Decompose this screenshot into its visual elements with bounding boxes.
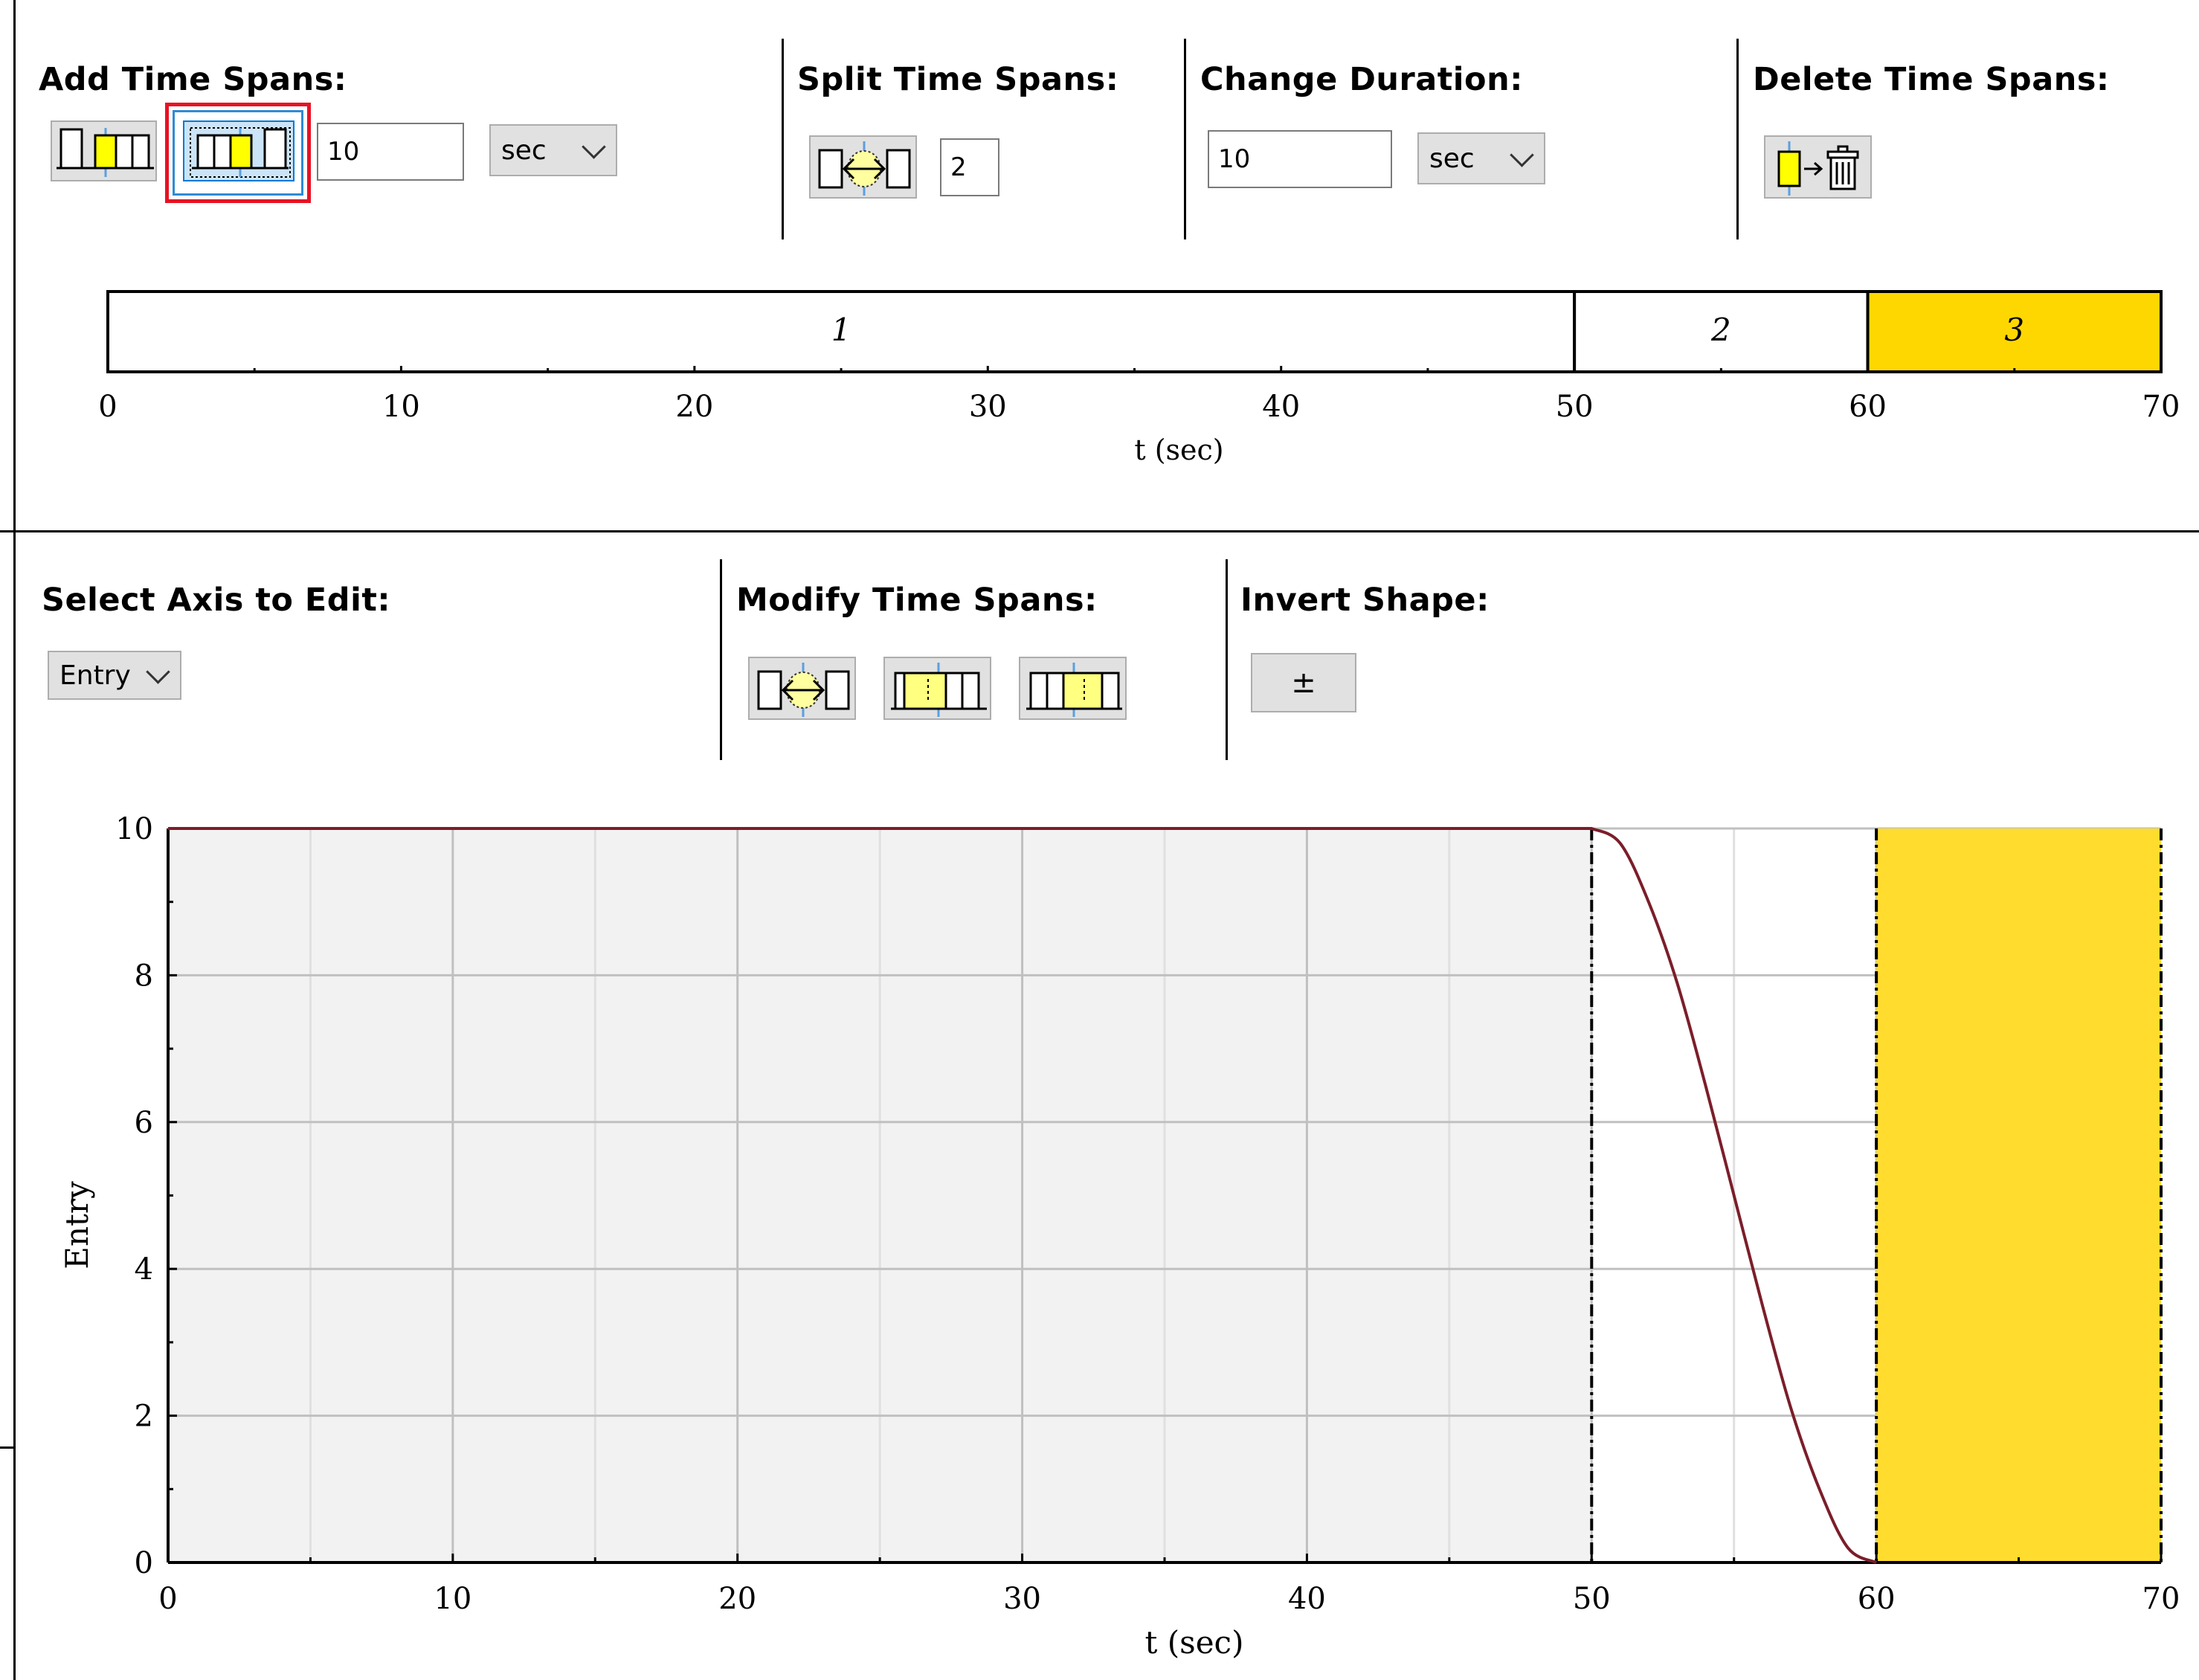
add-span-after-button[interactable] bbox=[183, 120, 294, 181]
y-tick-label: 8 bbox=[135, 959, 153, 993]
x-tick-label: 10 bbox=[434, 1582, 471, 1616]
section-separator bbox=[782, 39, 784, 239]
stretch-span-button[interactable] bbox=[748, 657, 856, 720]
add-span-before-button[interactable] bbox=[51, 120, 157, 181]
add-time-spans-label: Add Time Spans: bbox=[39, 61, 347, 98]
axis-select-value: Entry bbox=[59, 660, 131, 691]
timeline-tick-label: 30 bbox=[969, 390, 1007, 424]
timeline-tick-label: 20 bbox=[675, 390, 713, 424]
delete-span-button[interactable] bbox=[1764, 135, 1872, 199]
x-tick-label: 0 bbox=[158, 1582, 177, 1616]
shift-left-button[interactable] bbox=[883, 657, 991, 720]
shift-right-button[interactable] bbox=[1019, 657, 1127, 720]
timeline-tick-label: 60 bbox=[1849, 390, 1887, 424]
add-after-icon bbox=[190, 127, 291, 178]
timeline-tick-label: 40 bbox=[1262, 390, 1300, 424]
x-tick-label: 20 bbox=[718, 1582, 756, 1616]
section-separator bbox=[1736, 39, 1739, 239]
y-tick-label: 10 bbox=[115, 812, 153, 846]
stretch-icon bbox=[757, 663, 850, 717]
timeline-span-3[interactable] bbox=[1866, 290, 2163, 373]
split-time-spans-label: Split Time Spans: bbox=[797, 61, 1119, 98]
axis-select[interactable]: Entry bbox=[48, 651, 181, 700]
x-axis-label: t (sec) bbox=[1145, 1624, 1244, 1661]
y-tick-label: 4 bbox=[135, 1252, 153, 1287]
focus-ring bbox=[173, 110, 303, 196]
timeline-span-1[interactable] bbox=[106, 290, 1577, 373]
timeline-strip[interactable]: 1 2 30 10 20 30 40 50 60 70t (sec) bbox=[0, 283, 2199, 491]
change-unit-value: sec bbox=[1429, 143, 1475, 174]
x-tick-label: 70 bbox=[2142, 1582, 2180, 1616]
y-tick-label: 0 bbox=[135, 1546, 153, 1580]
change-duration-input[interactable]: 10 bbox=[1208, 130, 1392, 188]
change-duration-label: Change Duration: bbox=[1200, 61, 1523, 98]
x-tick-label: 30 bbox=[1003, 1582, 1041, 1616]
left-frame-border bbox=[13, 0, 16, 1680]
delete-time-spans-label: Delete Time Spans: bbox=[1753, 61, 2110, 98]
split-icon bbox=[818, 141, 911, 196]
shift-right-icon bbox=[1026, 663, 1122, 717]
delete-trash-icon bbox=[1777, 141, 1859, 196]
selected-span bbox=[1876, 828, 2161, 1562]
chevron-down-icon bbox=[582, 135, 606, 159]
timeline-span-label: 1 bbox=[831, 312, 851, 348]
y-tick-label: 6 bbox=[135, 1106, 153, 1140]
timeline-span-2[interactable] bbox=[1573, 290, 1870, 373]
add-duration-input[interactable]: 10 bbox=[317, 123, 464, 181]
invert-shape-label: Invert Shape: bbox=[1240, 582, 1490, 619]
timeline-span-label: 2 bbox=[1710, 312, 1731, 348]
y-axis-label: Entry bbox=[59, 1181, 95, 1269]
left-stub-line bbox=[0, 1446, 15, 1449]
timeline-xlabel: t (sec) bbox=[1134, 434, 1223, 466]
select-axis-label: Select Axis to Edit: bbox=[42, 582, 391, 619]
split-span-button[interactable] bbox=[809, 135, 917, 199]
invert-shape-button[interactable]: ± bbox=[1251, 653, 1356, 712]
timeline-tick-label: 70 bbox=[2142, 390, 2180, 424]
chevron-down-icon bbox=[1510, 143, 1534, 167]
chevron-down-icon bbox=[146, 660, 170, 684]
timeline-tick-label: 0 bbox=[98, 390, 117, 424]
x-tick-label: 50 bbox=[1573, 1582, 1611, 1616]
timeline-tick-label: 10 bbox=[382, 390, 420, 424]
add-unit-value: sec bbox=[501, 135, 547, 166]
section-separator bbox=[1226, 559, 1228, 760]
x-tick-label: 40 bbox=[1288, 1582, 1326, 1616]
add-before-icon bbox=[57, 128, 154, 177]
shift-left-icon bbox=[891, 663, 987, 717]
change-unit-select[interactable]: sec bbox=[1417, 132, 1545, 184]
section-separator bbox=[1184, 39, 1186, 239]
series-line bbox=[168, 827, 1878, 1564]
split-count-input[interactable]: 2 bbox=[940, 138, 999, 196]
modify-time-spans-label: Modify Time Spans: bbox=[736, 582, 1098, 619]
timeline-span-label: 3 bbox=[2004, 312, 2024, 348]
entry-chart[interactable]: 0 10 20 30 40 50 60 70 0 2 4 6 8 10 t (sec) Entry bbox=[0, 788, 2199, 1680]
panel-divider bbox=[0, 530, 2199, 532]
section-separator bbox=[720, 559, 722, 760]
selected-highlight bbox=[165, 103, 311, 203]
timeline-tick-label: 50 bbox=[1556, 390, 1594, 424]
y-tick-label: 2 bbox=[135, 1400, 153, 1434]
invert-button-label: ± bbox=[1291, 666, 1316, 700]
x-tick-label: 60 bbox=[1858, 1582, 1896, 1616]
add-unit-select[interactable]: sec bbox=[489, 124, 617, 176]
